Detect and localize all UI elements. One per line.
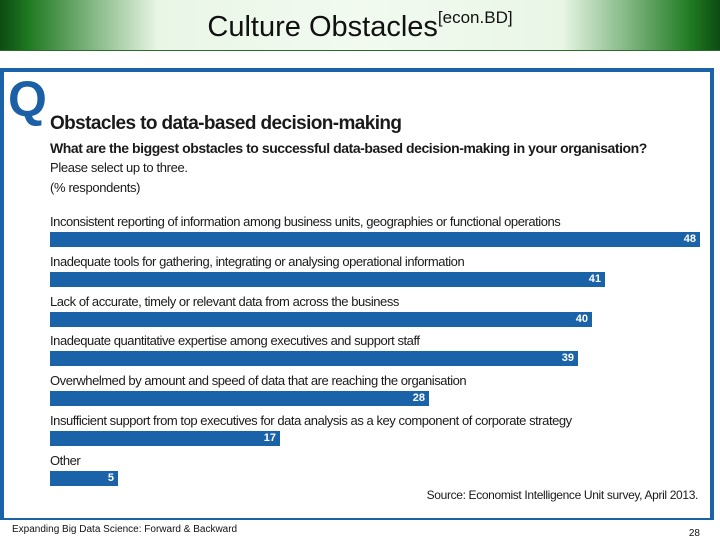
category-label: Overwhelmed by amount and speed of data … — [50, 373, 467, 389]
category-label: Inconsistent reporting of information am… — [50, 214, 561, 229]
chart-title: Obstacles to data-based decision-making — [50, 113, 402, 134]
category-label: Other — [50, 452, 81, 468]
bar — [50, 311, 592, 327]
page-number: 28 — [688, 528, 700, 539]
chart-question: What are the biggest obstacles to succes… — [50, 140, 647, 156]
bar — [50, 470, 118, 486]
title-bar — [0, 0, 720, 51]
bar — [50, 351, 578, 367]
question-marker: Q — [8, 71, 47, 127]
slide-title-superscript: [econ.BD] — [437, 8, 513, 27]
bar-value-label: 41 — [588, 272, 601, 285]
slide-title: Culture Obstacles[econ.BD] — [0, 8, 720, 44]
bar-value-label: 48 — [683, 233, 696, 245]
chart-source: Source: Economist Intelligence Unit surv… — [426, 488, 699, 502]
bar — [50, 271, 605, 287]
bar-value-label: 5 — [107, 471, 114, 484]
bar-value-label: 39 — [561, 352, 574, 365]
bar — [50, 391, 429, 407]
category-label: Inadequate quantitative expertise among … — [50, 333, 420, 349]
chart-unit-note: (% respondents) — [50, 180, 141, 195]
slide-title-text: Culture Obstacles — [207, 11, 438, 43]
chart-instruction: Please select up to three. — [50, 160, 188, 175]
category-label: Inadequate tools for gathering, integrat… — [50, 253, 465, 269]
bar — [50, 431, 280, 446]
footer-text: Expanding Big Data Science: Forward & Ba… — [12, 524, 238, 535]
bar-value-label: 17 — [263, 432, 276, 444]
bar-value-label: 28 — [412, 392, 425, 405]
bar — [50, 232, 700, 247]
category-label: Insufficient support from top executives… — [50, 413, 572, 428]
bar-value-label: 40 — [575, 312, 588, 325]
category-label: Lack of accurate, timely or relevant dat… — [50, 293, 399, 309]
